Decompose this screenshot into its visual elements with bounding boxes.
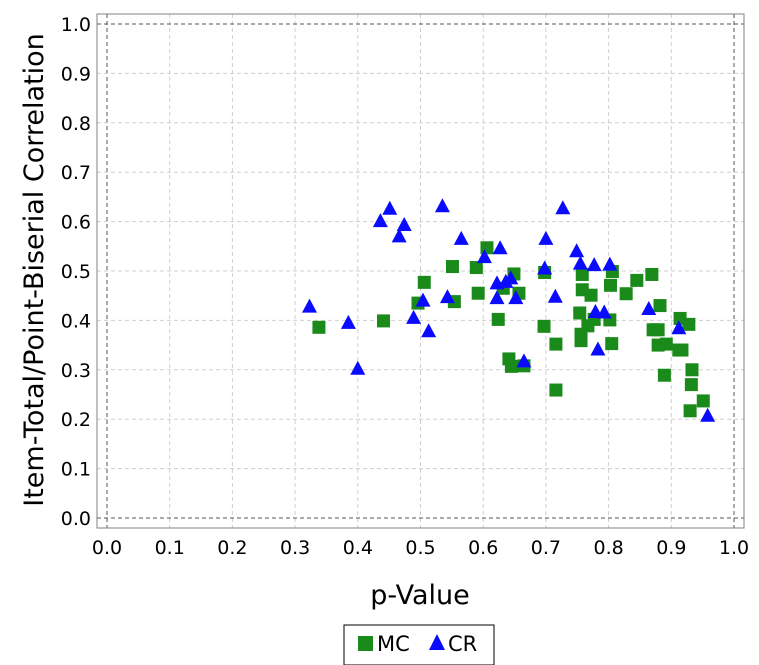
y-tick-label: 0.9: [61, 63, 91, 85]
grid-lines: [97, 14, 744, 528]
cr-point: [434, 198, 450, 213]
x-axis-label: p-Value: [370, 580, 469, 611]
x-tick-label: 0.6: [468, 537, 498, 559]
plot-border: [96, 13, 745, 529]
cr-point: [340, 314, 356, 329]
legend-mc-square-icon: [358, 636, 373, 651]
cr-point: [508, 290, 524, 305]
mc-point: [675, 343, 689, 357]
x-tick-label: 0.9: [656, 537, 686, 559]
mc-point: [630, 273, 644, 287]
cr-point: [396, 217, 412, 232]
mc-point: [573, 306, 587, 320]
x-tick-label: 0.8: [593, 537, 623, 559]
mc-point: [480, 241, 494, 255]
legend-cr-triangle-icon: [429, 634, 445, 650]
cr-point: [572, 255, 588, 270]
y-tick-label: 0.3: [61, 360, 91, 382]
legend-mc-label: MC: [377, 632, 410, 656]
cr-point: [415, 292, 431, 307]
axis-ticks: 0.0 0.1 0.2 0.3 0.4 0.5 0.6 0.7 0.8 0.9 1.0 0.0 0.1 0…: [61, 14, 749, 559]
mc-point: [685, 363, 699, 377]
cr-point: [492, 240, 508, 255]
cr-point: [641, 301, 657, 316]
cr-point: [700, 407, 716, 422]
mc-point: [659, 337, 673, 351]
cr-point: [302, 298, 318, 313]
cr-point: [391, 228, 407, 243]
y-tick-label: 1.0: [61, 14, 91, 36]
mc-point: [683, 404, 697, 418]
x-tick-label: 0.7: [531, 537, 561, 559]
cr-point: [586, 257, 602, 272]
y-tick-label: 0.7: [61, 162, 91, 184]
legend-cr-label: CR: [448, 632, 477, 656]
x-tick-label: 0.4: [343, 537, 373, 559]
data-markers: [302, 198, 716, 422]
mc-point: [445, 260, 459, 274]
cr-point: [503, 270, 519, 285]
mc-point: [312, 320, 326, 334]
cr-point: [555, 200, 571, 215]
mc-point: [645, 267, 659, 281]
mc-point: [417, 275, 431, 289]
mc-point: [549, 337, 563, 351]
mc-point: [584, 288, 598, 302]
mc-point: [651, 323, 665, 337]
x-tick-label: 0.1: [155, 537, 185, 559]
cr-point: [569, 243, 585, 258]
cr-point: [372, 213, 388, 228]
mc-point: [603, 278, 617, 292]
cr-point: [602, 256, 618, 271]
x-tick-label: 0.2: [217, 537, 247, 559]
mc-point: [696, 394, 710, 408]
y-tick-label: 0.4: [61, 310, 91, 332]
y-tick-label: 0.5: [61, 261, 91, 283]
y-tick-label: 0.8: [61, 113, 91, 135]
cr-point: [406, 309, 422, 324]
cr-point: [476, 249, 492, 264]
mc-point: [537, 319, 551, 333]
legend: MC CR: [343, 624, 495, 665]
cr-point: [547, 288, 563, 303]
cr-point: [596, 304, 612, 319]
y-tick-label: 0.1: [61, 459, 91, 481]
cr-point: [516, 353, 532, 368]
cr-point: [538, 230, 554, 245]
x-tick-label: 1.0: [719, 537, 749, 559]
mc-point: [605, 337, 619, 351]
mc-point: [574, 334, 588, 348]
x-tick-label: 0.0: [92, 537, 122, 559]
y-tick-label: 0.6: [61, 212, 91, 234]
mc-point: [682, 317, 696, 331]
x-tick-label: 0.5: [405, 537, 435, 559]
series-cr: [302, 198, 716, 422]
mc-point: [619, 287, 633, 301]
y-tick-label: 0.2: [61, 409, 91, 431]
mc-point: [504, 359, 518, 373]
cr-point: [537, 260, 553, 275]
series-mc: [312, 241, 710, 418]
cr-point: [453, 230, 469, 245]
mc-point: [491, 312, 505, 326]
cr-point: [421, 323, 437, 338]
cr-point: [439, 289, 455, 304]
cr-point: [489, 290, 505, 305]
mc-point: [469, 261, 483, 275]
mc-point: [657, 368, 671, 382]
cr-point: [590, 341, 606, 356]
x-tick-label: 0.3: [280, 537, 310, 559]
mc-point: [653, 299, 667, 313]
mc-point: [471, 286, 485, 300]
mc-point: [377, 314, 391, 328]
cr-point: [671, 320, 687, 335]
mc-point: [575, 267, 589, 281]
mc-point: [684, 378, 698, 392]
cr-point: [350, 360, 366, 375]
y-axis-label: Item-Total/Point-Biserial Correlation: [19, 33, 50, 507]
cr-point: [382, 200, 398, 215]
y-tick-label: 0.0: [61, 508, 91, 530]
mc-point: [549, 383, 563, 397]
